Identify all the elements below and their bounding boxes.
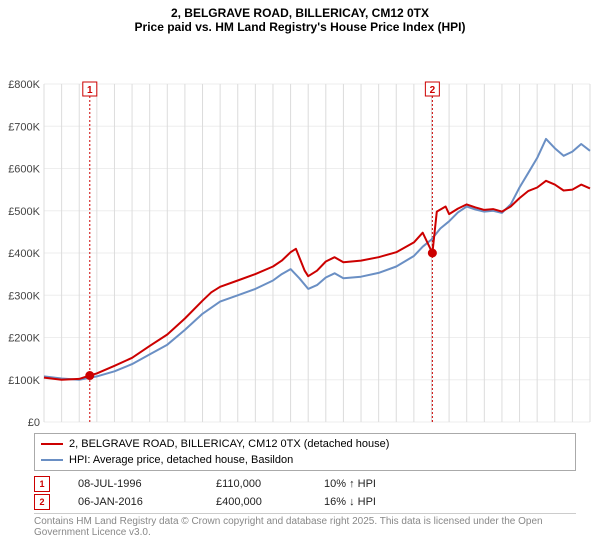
series-hpi — [44, 139, 590, 380]
marker-dot-1 — [85, 371, 94, 380]
transaction-price: £400,000 — [216, 493, 296, 511]
transaction-date: 08-JUL-1996 — [78, 475, 188, 493]
svg-text:£400K: £400K — [8, 248, 40, 260]
transaction-row: 2 06-JAN-2016 £400,000 16% ↓ HPI — [34, 493, 576, 511]
transaction-marker: 1 — [34, 476, 50, 492]
transaction-marker: 2 — [34, 494, 50, 510]
footnote: Contains HM Land Registry data © Crown c… — [34, 513, 576, 538]
svg-text:£100K: £100K — [8, 375, 40, 387]
chart-title-line2: Price paid vs. HM Land Registry's House … — [0, 20, 600, 38]
legend-item: 2, BELGRAVE ROAD, BILLERICAY, CM12 0TX (… — [41, 436, 569, 452]
transaction-row: 1 08-JUL-1996 £110,000 10% ↑ HPI — [34, 475, 576, 493]
price-chart: £0 £100K £200K £300K £400K £500K £600K £700K £80… — [0, 38, 600, 428]
legend-box: 2, BELGRAVE ROAD, BILLERICAY, CM12 0TX (… — [34, 433, 576, 471]
chart-title-line1: 2, BELGRAVE ROAD, BILLERICAY, CM12 0TX — [0, 0, 600, 20]
transaction-delta: 10% ↑ HPI — [324, 475, 376, 493]
transaction-date: 06-JAN-2016 — [78, 493, 188, 511]
transaction-delta: 16% ↓ HPI — [324, 493, 376, 511]
legend-swatch — [41, 443, 63, 445]
legend-label: 2, BELGRAVE ROAD, BILLERICAY, CM12 0TX (… — [69, 436, 389, 452]
transaction-price: £110,000 — [216, 475, 296, 493]
svg-text:2: 2 — [430, 85, 436, 96]
svg-text:£700K: £700K — [8, 121, 40, 133]
svg-text:1: 1 — [87, 85, 93, 96]
svg-text:£300K: £300K — [8, 290, 40, 302]
transaction-rows: 1 08-JUL-1996 £110,000 10% ↑ HPI 2 06-JAN-201… — [34, 475, 576, 511]
svg-text:£200K: £200K — [8, 333, 40, 345]
svg-text:£600K: £600K — [8, 164, 40, 176]
legend-label: HPI: Average price, detached house, Basi… — [69, 452, 293, 468]
legend-swatch — [41, 459, 63, 461]
svg-text:£800K: £800K — [8, 79, 40, 91]
svg-text:£500K: £500K — [8, 206, 40, 218]
legend-item: HPI: Average price, detached house, Basi… — [41, 452, 569, 468]
marker-dot-2 — [428, 249, 437, 258]
svg-text:£0: £0 — [28, 417, 40, 428]
